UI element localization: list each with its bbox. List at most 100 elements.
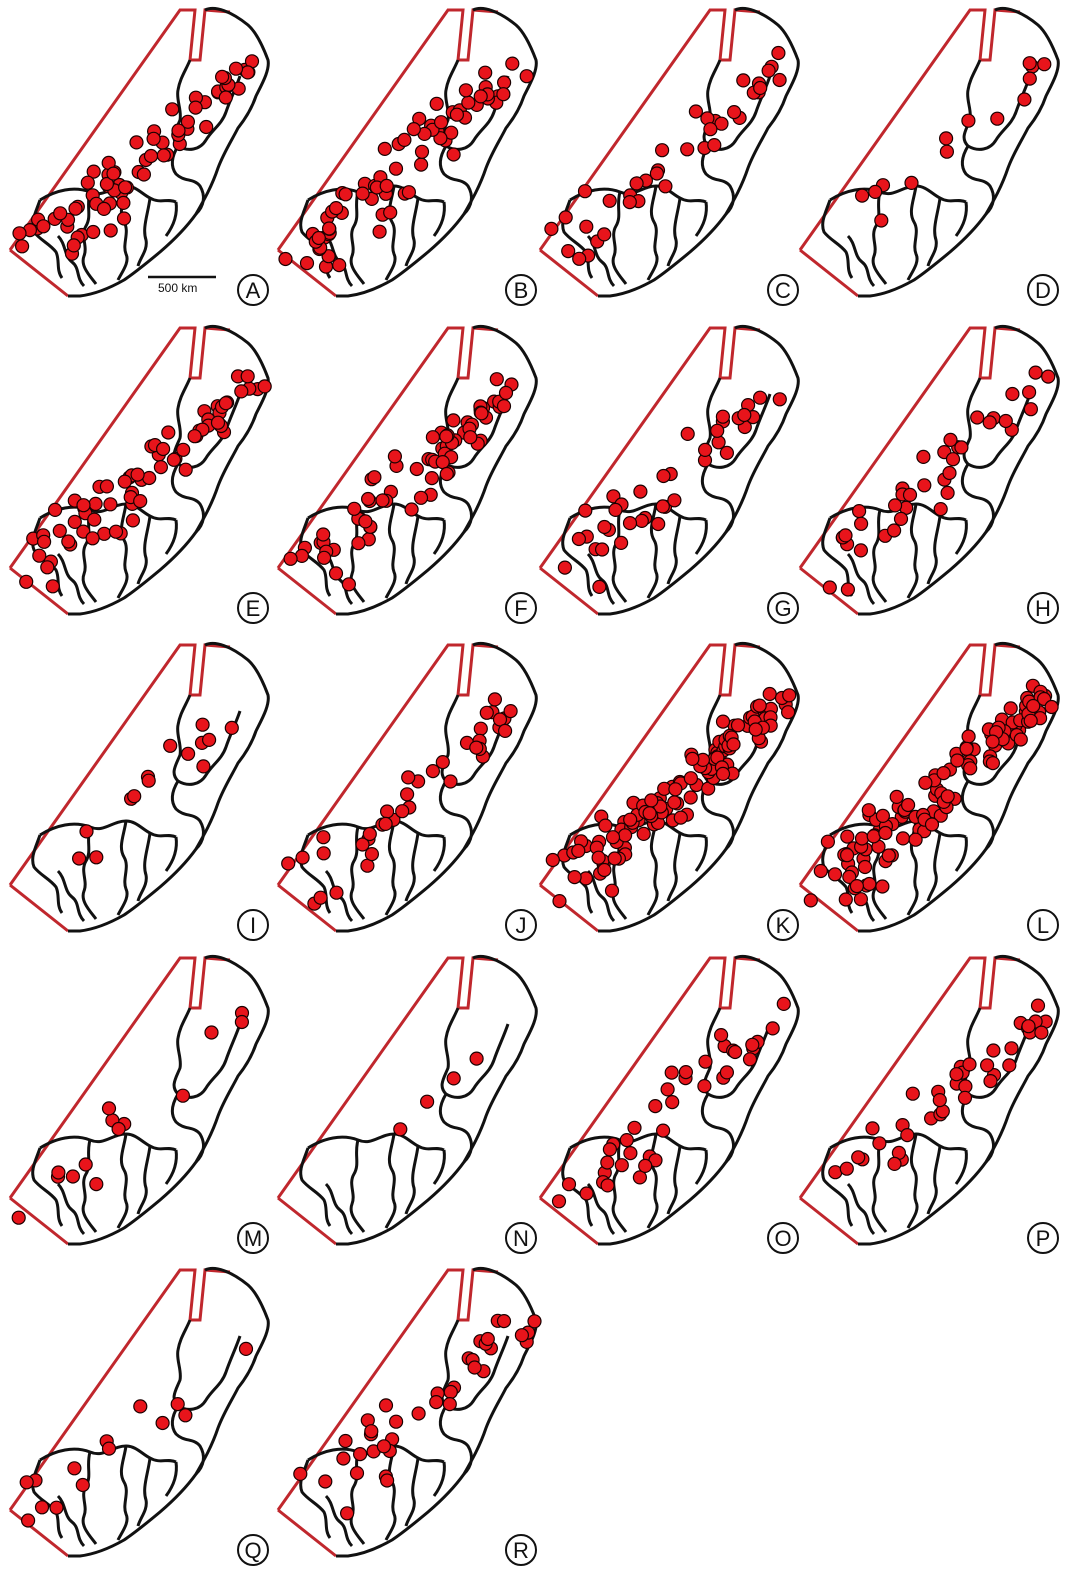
occurrence-point (579, 1186, 594, 1201)
occurrence-point (32, 548, 47, 563)
occurrence-point (878, 825, 893, 841)
panel-label-ring (237, 592, 269, 624)
occurrence-point (745, 1037, 760, 1052)
panel-label: F (505, 592, 537, 624)
map-panel-n: N (276, 954, 538, 1254)
panel-label: G (767, 592, 799, 624)
occurrence-point (985, 734, 1000, 749)
occurrence-point (853, 892, 869, 907)
occurrence-point (328, 201, 344, 216)
occurrence-point (12, 226, 27, 241)
occurrence-point (667, 493, 682, 508)
occurrence-point (875, 808, 891, 823)
occurrence-point (397, 132, 412, 147)
occurrence-points (11, 1005, 250, 1225)
occurrence-point (648, 1099, 663, 1114)
occurrence-point (761, 63, 776, 78)
occurrence-point (726, 737, 741, 752)
occurrence-point (364, 1424, 379, 1439)
occurrence-point (378, 816, 393, 831)
occurrence-point (904, 175, 919, 190)
occurrence-point (622, 195, 637, 210)
occurrence-point (651, 516, 666, 532)
occurrence-point (940, 485, 955, 500)
occurrence-point (772, 72, 787, 88)
occurrence-point (469, 1051, 484, 1066)
occurrence-point (498, 723, 513, 739)
occurrence-point (99, 176, 115, 192)
occurrence-point (820, 834, 836, 849)
occurrence-point (613, 535, 629, 550)
occurrence-point (1034, 1025, 1049, 1040)
map-panel-g: G (538, 324, 800, 624)
panel-label-letter: D (1035, 278, 1051, 303)
occurrence-point (1013, 732, 1028, 747)
occurrence-point (656, 1123, 671, 1138)
occurrence-point (1028, 365, 1043, 380)
panel-label-ring (767, 274, 799, 306)
panel-label: B (505, 274, 537, 306)
occurrence-point (133, 494, 148, 509)
occurrence-point (905, 1086, 920, 1101)
occurrence-points (393, 1051, 484, 1137)
occurrence-point (238, 1341, 254, 1357)
occurrence-point (932, 1093, 947, 1108)
occurrence-point (478, 65, 493, 80)
occurrence-point (446, 413, 461, 428)
occurrence-point (886, 523, 902, 538)
occurrence-point (571, 843, 586, 858)
occurrence-points (854, 56, 1052, 228)
occurrence-point (469, 740, 484, 755)
occurrence-point (429, 1395, 444, 1410)
occurrence-point (782, 688, 797, 703)
occurrence-point (980, 1058, 995, 1073)
occurrence-point (714, 116, 729, 131)
panel-label-letter: N (513, 1226, 529, 1251)
occurrence-point (607, 851, 622, 866)
occurrence-point (924, 817, 940, 832)
occurrence-point (688, 104, 703, 119)
occurrence-point (487, 692, 502, 707)
panel-label-ring (1027, 592, 1059, 624)
occurrence-points (283, 372, 519, 592)
region-outline (8, 954, 270, 1246)
occurrence-point (728, 1044, 743, 1060)
occurrence-point (318, 1474, 333, 1489)
occurrence-point (853, 516, 869, 531)
occurrence-point (497, 75, 512, 90)
occurrence-point (600, 1178, 615, 1193)
occurrence-point (136, 167, 151, 182)
occurrence-point (592, 579, 607, 594)
occurrence-point (498, 385, 514, 401)
occurrence-point (602, 193, 617, 208)
occurrence-point (313, 890, 328, 905)
occurrence-point (316, 846, 331, 861)
occurrence-point (638, 1158, 653, 1173)
occurrence-point (597, 227, 612, 242)
panel-label: C (767, 274, 799, 306)
occurrence-point (166, 452, 181, 467)
occurrence-point (66, 238, 81, 253)
occurrence-point (45, 579, 60, 594)
occurrence-point (117, 474, 132, 489)
occurrence-point (111, 1121, 126, 1137)
panel-label-letter: K (776, 913, 791, 938)
occurrence-point (15, 239, 30, 254)
occurrence-points (828, 998, 1053, 1180)
occurrence-point (1037, 57, 1052, 72)
occurrence-point (881, 848, 896, 863)
occurrence-point (655, 499, 670, 514)
occurrence-point (1021, 1019, 1036, 1034)
occurrence-point (80, 175, 95, 190)
occurrence-point (85, 531, 100, 546)
occurrence-point (714, 1027, 729, 1043)
occurrence-point (685, 751, 700, 767)
occurrence-point (378, 1398, 394, 1413)
occurrence-point (19, 1475, 34, 1490)
region-outline (276, 324, 538, 616)
occurrence-point (347, 501, 362, 516)
occurrence-point (1041, 369, 1056, 384)
panel-label: L (1027, 909, 1059, 941)
panel-label-letter: R (513, 1538, 529, 1563)
occurrence-point (604, 883, 620, 898)
